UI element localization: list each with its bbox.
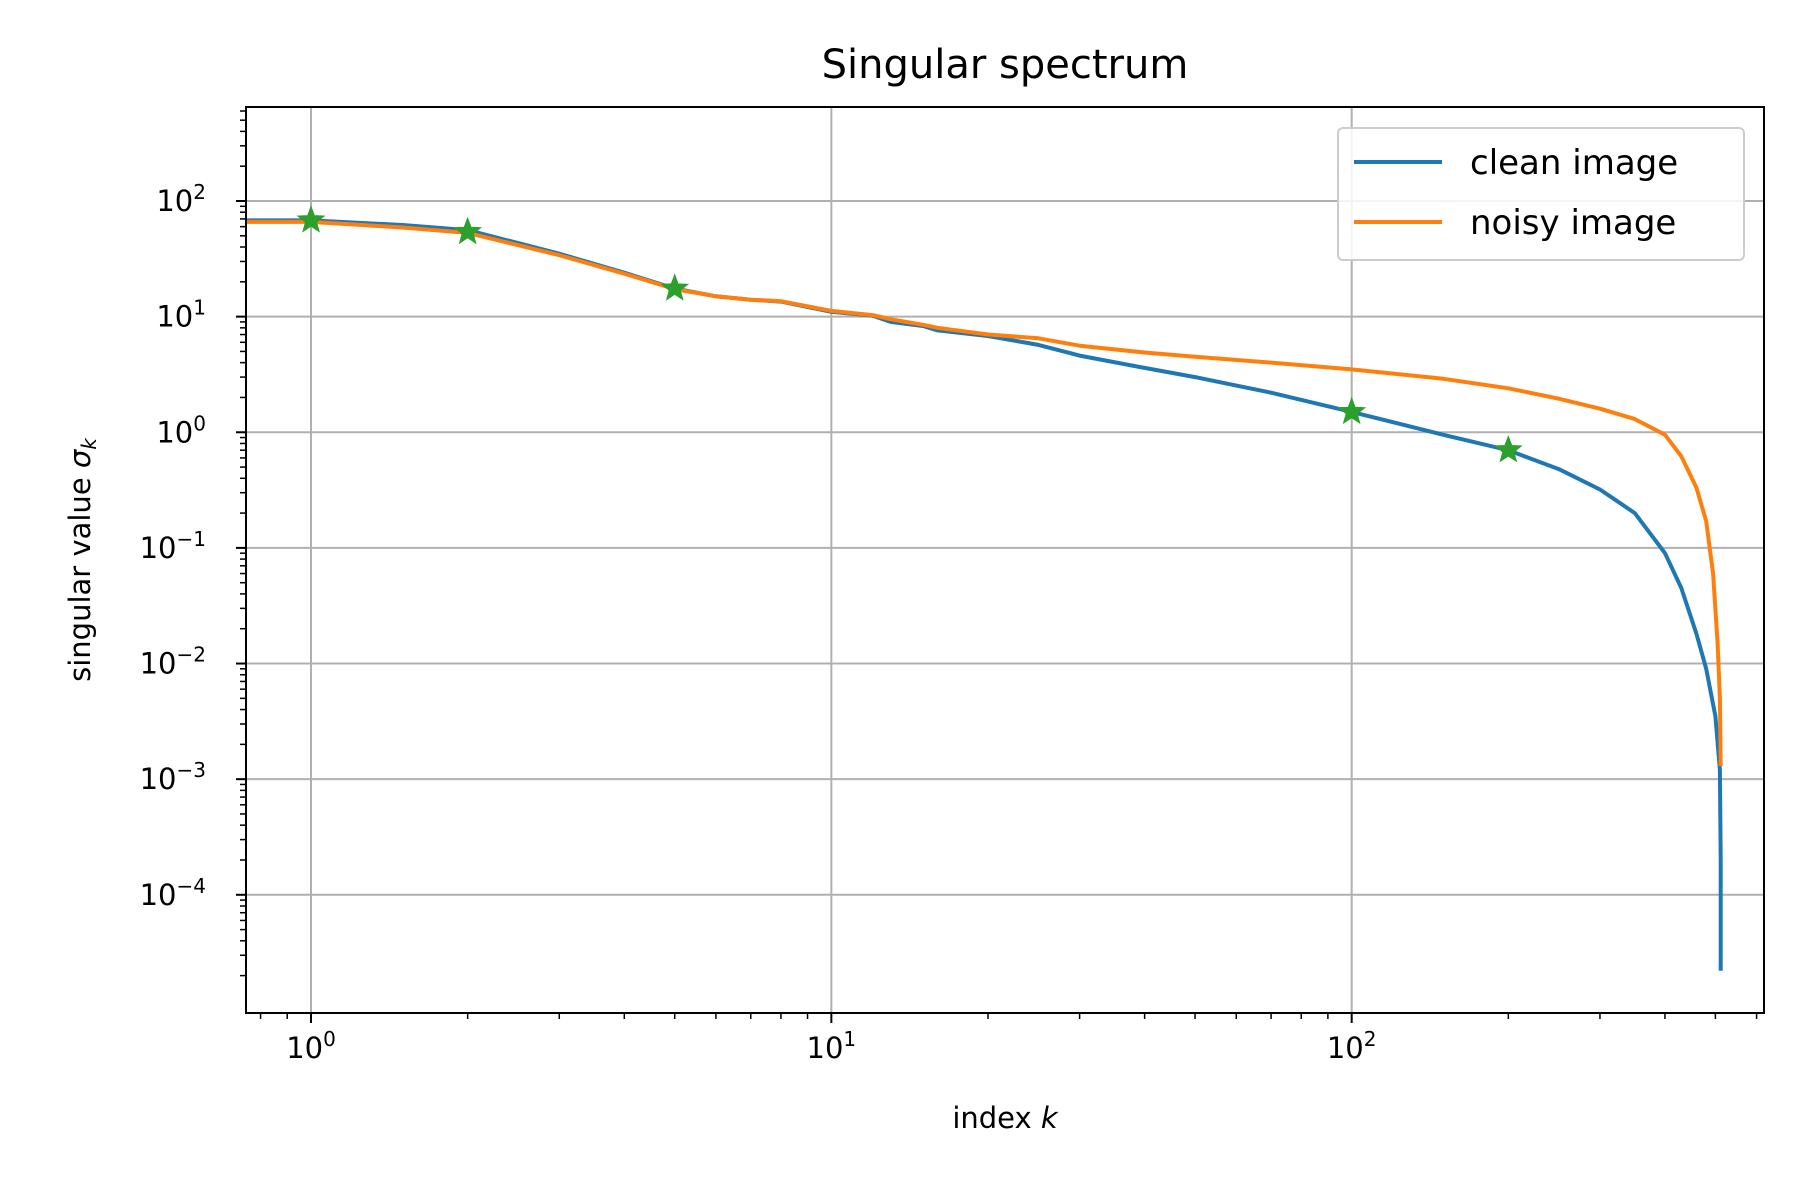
x-tick-label-base: 10 bbox=[286, 1031, 323, 1065]
x-tick-label-exp: 2 bbox=[1364, 1027, 1377, 1051]
y-tick-label-exp: 0 bbox=[193, 411, 206, 435]
y-tick-label-base: 10 bbox=[140, 878, 177, 912]
y-tick-label: 10−4 bbox=[140, 874, 206, 912]
y-tick-label: 101 bbox=[156, 296, 206, 334]
x-axis-title-text: index bbox=[952, 1101, 1031, 1135]
legend-label-clean: clean image bbox=[1470, 143, 1678, 183]
star-marker bbox=[453, 216, 483, 245]
y-tick-label-exp: −4 bbox=[177, 874, 206, 898]
star-marker bbox=[296, 205, 326, 233]
y-tick-label-exp: −1 bbox=[177, 527, 206, 551]
y-tick-label: 102 bbox=[156, 180, 206, 218]
y-axis-title: singular value σk bbox=[63, 437, 101, 682]
y-tick-label: 100 bbox=[156, 411, 206, 449]
star-markers bbox=[296, 205, 1523, 463]
y-tick-label-exp: −3 bbox=[177, 758, 206, 782]
x-tick-label-exp: 1 bbox=[843, 1027, 856, 1051]
y-tick-label-exp: 2 bbox=[193, 180, 206, 204]
plot-frame bbox=[245, 106, 1765, 1014]
y-tick-label-base: 10 bbox=[140, 647, 177, 681]
legend: clean image noisy image bbox=[1337, 127, 1745, 261]
y-tick-label-base: 10 bbox=[156, 184, 193, 218]
star-marker bbox=[1337, 396, 1367, 425]
star-marker bbox=[660, 273, 690, 301]
x-axis-title: index k bbox=[952, 1101, 1059, 1135]
series-lines bbox=[246, 218, 1723, 971]
y-tick-label-base: 10 bbox=[156, 300, 193, 334]
x-tick-label: 101 bbox=[807, 1027, 857, 1065]
x-tick-label-base: 10 bbox=[807, 1031, 844, 1065]
star-marker bbox=[1494, 435, 1523, 463]
y-tick-label: 10−2 bbox=[140, 643, 206, 681]
y-tick-label: 10−1 bbox=[140, 527, 206, 565]
y-axis-title-sub: k bbox=[77, 437, 101, 450]
chart-title: Singular spectrum bbox=[822, 42, 1189, 88]
legend-label-noisy: noisy image bbox=[1470, 203, 1676, 243]
series-line-noisy bbox=[246, 219, 1723, 767]
y-tick-label-base: 10 bbox=[156, 415, 193, 449]
x-tick-label-exp: 0 bbox=[323, 1027, 336, 1051]
x-tick-label: 102 bbox=[1327, 1027, 1377, 1065]
y-tick-label-base: 10 bbox=[140, 762, 177, 796]
y-tick-label-base: 10 bbox=[140, 531, 177, 565]
y-axis-title-text: singular value bbox=[63, 477, 97, 682]
x-tick-labels: 100 101 102 bbox=[286, 1027, 1376, 1065]
y-axis-title-space bbox=[63, 468, 97, 477]
y-tick-label-exp: 1 bbox=[193, 296, 206, 320]
y-tick-label-exp: −2 bbox=[177, 643, 206, 667]
x-tick-label-base: 10 bbox=[1327, 1031, 1364, 1065]
major-ticks bbox=[236, 199, 1353, 1023]
y-tick-label: 10−3 bbox=[140, 758, 206, 796]
x-tick-label: 100 bbox=[286, 1027, 336, 1065]
x-axis-title-var: k bbox=[1041, 1101, 1059, 1135]
y-axis-title-var: σ bbox=[63, 448, 97, 468]
x-axis-title-space bbox=[1032, 1101, 1041, 1135]
